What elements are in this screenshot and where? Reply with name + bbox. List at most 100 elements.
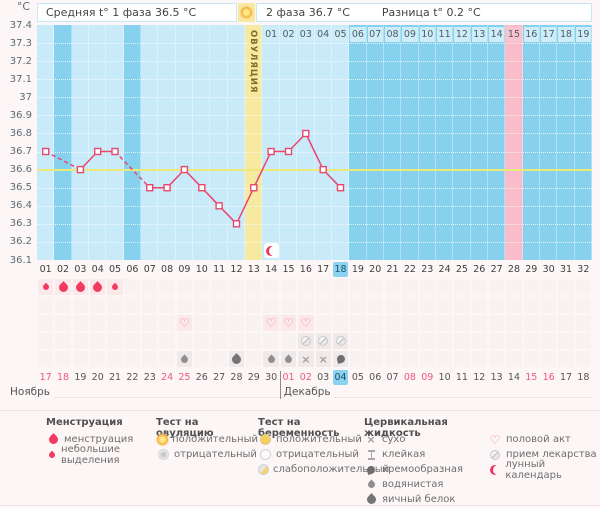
cycle-day-number[interactable]: 10 — [195, 264, 208, 275]
cervical-fluid-cell[interactable] — [575, 351, 591, 367]
cycle-day-number[interactable]: 27 — [490, 264, 503, 275]
medication-cell[interactable] — [575, 333, 591, 349]
date-cell[interactable]: 17 — [559, 372, 573, 383]
menstruation-cell[interactable] — [523, 279, 539, 295]
cycle-day-number[interactable]: 15 — [282, 264, 295, 275]
day-column[interactable] — [245, 25, 263, 260]
date-cell[interactable]: 16 — [542, 372, 555, 383]
day-column[interactable] — [106, 25, 124, 260]
cycle-day-number[interactable]: 13 — [247, 264, 260, 275]
intercourse-cell[interactable] — [402, 315, 418, 331]
date-cell[interactable]: 15 — [525, 372, 538, 383]
day-column[interactable] — [349, 25, 367, 260]
menstruation-cell[interactable] — [176, 279, 193, 295]
day-column[interactable] — [262, 25, 280, 260]
menstruation-cell[interactable] — [506, 279, 522, 295]
cycle-day-number[interactable]: 04 — [91, 264, 104, 275]
cervical-fluid-cell[interactable] — [142, 351, 158, 367]
intercourse-cell[interactable] — [523, 315, 539, 331]
medication-cell[interactable] — [72, 333, 89, 349]
date-cell[interactable]: 04 — [332, 370, 349, 385]
cervical-fluid-cell[interactable] — [280, 351, 297, 367]
medication-cell[interactable] — [142, 333, 158, 349]
tests-cell[interactable] — [142, 297, 158, 313]
day-column[interactable] — [314, 25, 332, 260]
tests-cell[interactable] — [402, 297, 418, 313]
medication-cell[interactable] — [454, 333, 470, 349]
date-cell[interactable]: 25 — [178, 372, 191, 383]
date-cell[interactable]: 07 — [386, 372, 399, 383]
intercourse-cell[interactable] — [506, 315, 522, 331]
cycle-day-number[interactable]: 07 — [143, 264, 156, 275]
cervical-fluid-cell[interactable] — [402, 351, 418, 367]
day-column[interactable] — [227, 25, 246, 260]
cervical-fluid-cell[interactable] — [124, 351, 141, 367]
cervical-fluid-cell[interactable]: × — [298, 351, 314, 367]
intercourse-cell[interactable] — [55, 315, 71, 331]
menstruation-cell[interactable] — [350, 279, 366, 295]
menstruation-cell[interactable] — [402, 279, 418, 295]
intercourse-cell[interactable] — [384, 315, 401, 331]
tests-cell[interactable] — [350, 297, 366, 313]
menstruation-cell[interactable] — [142, 279, 158, 295]
menstruation-cell[interactable] — [315, 279, 331, 295]
cervical-fluid-cell[interactable] — [72, 351, 89, 367]
medication-cell[interactable] — [55, 333, 71, 349]
day-column[interactable] — [124, 25, 142, 260]
day-column[interactable] — [175, 25, 194, 260]
tests-cell[interactable] — [176, 297, 193, 313]
temp-point[interactable] — [336, 183, 345, 192]
intercourse-cell[interactable]: ♡ — [263, 315, 279, 331]
medication-cell[interactable] — [384, 333, 401, 349]
date-cell[interactable]: 06 — [369, 372, 382, 383]
intercourse-cell[interactable] — [332, 315, 349, 331]
tests-cell[interactable] — [38, 297, 54, 313]
tests-cell[interactable] — [107, 297, 123, 313]
menstruation-cell[interactable] — [263, 279, 279, 295]
medication-cell[interactable] — [90, 333, 106, 349]
date-cell[interactable]: 05 — [351, 372, 364, 383]
temp-point[interactable] — [41, 147, 50, 156]
intercourse-cell[interactable] — [124, 315, 141, 331]
date-cell[interactable]: 27 — [213, 372, 226, 383]
cycle-day-number[interactable]: 11 — [213, 264, 226, 275]
intercourse-cell[interactable] — [419, 315, 435, 331]
intercourse-cell[interactable] — [558, 315, 574, 331]
day-column[interactable] — [505, 25, 523, 260]
menstruation-cell[interactable] — [228, 279, 245, 295]
medication-cell[interactable] — [176, 333, 193, 349]
cervical-fluid-cell[interactable] — [228, 351, 245, 367]
intercourse-cell[interactable] — [228, 315, 245, 331]
menstruation-cell[interactable] — [159, 279, 175, 295]
menstruation-cell[interactable] — [90, 279, 106, 295]
date-cell[interactable]: 14 — [507, 372, 520, 383]
menstruation-cell[interactable] — [107, 279, 123, 295]
temp-point[interactable] — [267, 147, 275, 156]
date-cell[interactable]: 18 — [577, 372, 590, 383]
intercourse-cell[interactable] — [488, 315, 505, 331]
cervical-fluid-cell[interactable] — [436, 351, 453, 367]
cycle-day-number[interactable]: 25 — [455, 264, 468, 275]
menstruation-cell[interactable] — [454, 279, 470, 295]
date-cell[interactable]: 23 — [143, 372, 156, 383]
intercourse-cell[interactable] — [350, 315, 366, 331]
intercourse-cell[interactable] — [367, 315, 383, 331]
medication-cell[interactable] — [436, 333, 453, 349]
cycle-day-number[interactable]: 09 — [178, 264, 191, 275]
menstruation-cell[interactable] — [471, 279, 487, 295]
cycle-day-number[interactable]: 26 — [473, 264, 486, 275]
medication-cell[interactable] — [263, 333, 279, 349]
cycle-day-number[interactable]: 32 — [577, 264, 590, 275]
cervical-fluid-cell[interactable] — [176, 351, 193, 367]
tests-cell[interactable] — [523, 297, 539, 313]
cycle-day-number[interactable]: 29 — [525, 264, 538, 275]
menstruation-cell[interactable] — [436, 279, 453, 295]
day-column[interactable] — [471, 25, 488, 260]
cervical-fluid-cell[interactable] — [211, 351, 227, 367]
date-cell[interactable]: 18 — [56, 372, 70, 383]
menstruation-cell[interactable] — [280, 279, 297, 295]
cycle-day-number[interactable]: 31 — [559, 264, 573, 275]
cervical-fluid-cell[interactable] — [471, 351, 487, 367]
temp-point[interactable] — [180, 165, 189, 174]
intercourse-cell[interactable] — [540, 315, 557, 331]
